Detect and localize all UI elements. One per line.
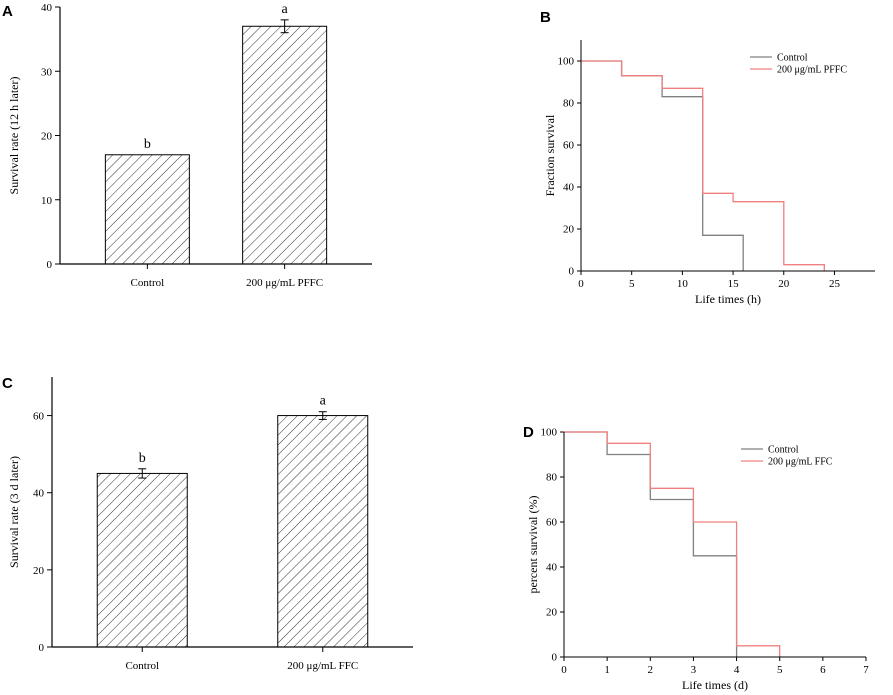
x-tick-label: 0 (561, 664, 567, 676)
y-tick-label: 40 (33, 488, 45, 500)
bar-a-1 (242, 25, 328, 265)
x-tick-label: 200 μg/mL PFFC (246, 277, 323, 289)
x-tick-label: 10 (677, 278, 689, 290)
x-tick-label: 25 (829, 278, 841, 290)
y-axis-title: Survival rate (3 d later) (7, 456, 21, 568)
y-tick-label: 20 (563, 224, 575, 236)
x-tick-label: Control (125, 660, 159, 672)
y-tick-label: 0 (552, 652, 558, 664)
y-tick-label: 30 (41, 66, 53, 78)
legend-label-0: Control (777, 53, 808, 64)
y-tick-label: 20 (41, 131, 53, 143)
panel-letter: A (2, 3, 13, 20)
panel-letter: D (523, 424, 534, 441)
y-tick-label: 60 (546, 517, 558, 529)
panel-c-bar-chart: Cb Control a 200 μg/mL FFC 0 20 40 60 Survival r… (2, 375, 413, 672)
x-tick-label: 3 (691, 664, 697, 676)
y-tick-label: 0 (39, 642, 45, 654)
panel-letter: B (540, 9, 551, 26)
series-line-b-1 (581, 60, 825, 271)
x-tick-label: 5 (629, 278, 635, 290)
panel-a-bar-chart: Ab Control a 200 μg/mL PFFC 0 10 20 30 40 Surviva… (2, 2, 372, 289)
x-tick-label: 0 (578, 278, 584, 290)
series-line-b-0 (581, 60, 744, 271)
bar-c-0 (96, 472, 188, 648)
x-tick-label: Control (131, 277, 165, 289)
y-tick-label: 60 (563, 140, 575, 152)
y-tick-label: 20 (546, 607, 558, 619)
legend-label-1: 200 μg/mL FFC (768, 457, 833, 468)
y-axis-title: Fraction survival (543, 114, 557, 196)
significance-letter: a (282, 2, 289, 17)
x-axis-title: Life times (h) (695, 292, 761, 306)
y-axis-title: Survival rate (12 h later) (7, 77, 21, 195)
y-axis-title: percent survival (%) (526, 496, 540, 594)
y-tick-label: 100 (558, 56, 575, 68)
panel-letter: C (2, 375, 13, 392)
bar-a-0 (104, 154, 190, 265)
x-tick-label: 5 (777, 664, 783, 676)
panel-d-survival-curve: D 0 20 40 60 80 100 0 1 2 3 4 5 6 7 Life times (d) perce… (523, 424, 869, 692)
y-tick-label: 80 (563, 98, 575, 110)
x-tick-label: 200 μg/mL FFC (287, 660, 358, 672)
y-tick-label: 40 (563, 182, 575, 194)
x-tick-label: 20 (778, 278, 790, 290)
y-tick-label: 60 (33, 411, 45, 423)
y-tick-label: 20 (33, 565, 45, 577)
x-tick-label: 2 (648, 664, 654, 676)
x-tick-label: 1 (604, 664, 610, 676)
y-tick-label: 0 (569, 266, 575, 278)
significance-letter: a (320, 394, 327, 409)
legend-label-0: Control (768, 445, 799, 456)
legend-label-1: 200 μg/mL PFFC (777, 65, 847, 76)
y-tick-label: 100 (541, 427, 558, 439)
panel-b-survival-curve: B 0 20 40 60 80 100 0 5 10 15 20 25 Life times (h) Fra… (540, 9, 875, 306)
significance-letter: b (144, 137, 151, 152)
x-tick-label: 6 (820, 664, 826, 676)
x-tick-label: 7 (863, 664, 869, 676)
y-tick-label: 10 (41, 195, 53, 207)
series-line-d-1 (564, 431, 781, 657)
x-axis-title: Life times (d) (682, 678, 748, 692)
y-tick-label: 40 (41, 2, 53, 14)
y-tick-label: 0 (47, 259, 53, 271)
x-tick-label: 15 (728, 278, 740, 290)
x-tick-label: 4 (734, 664, 740, 676)
y-tick-label: 80 (546, 472, 558, 484)
significance-letter: b (139, 451, 146, 466)
bar-c-1 (277, 415, 369, 648)
y-tick-label: 40 (546, 562, 558, 574)
